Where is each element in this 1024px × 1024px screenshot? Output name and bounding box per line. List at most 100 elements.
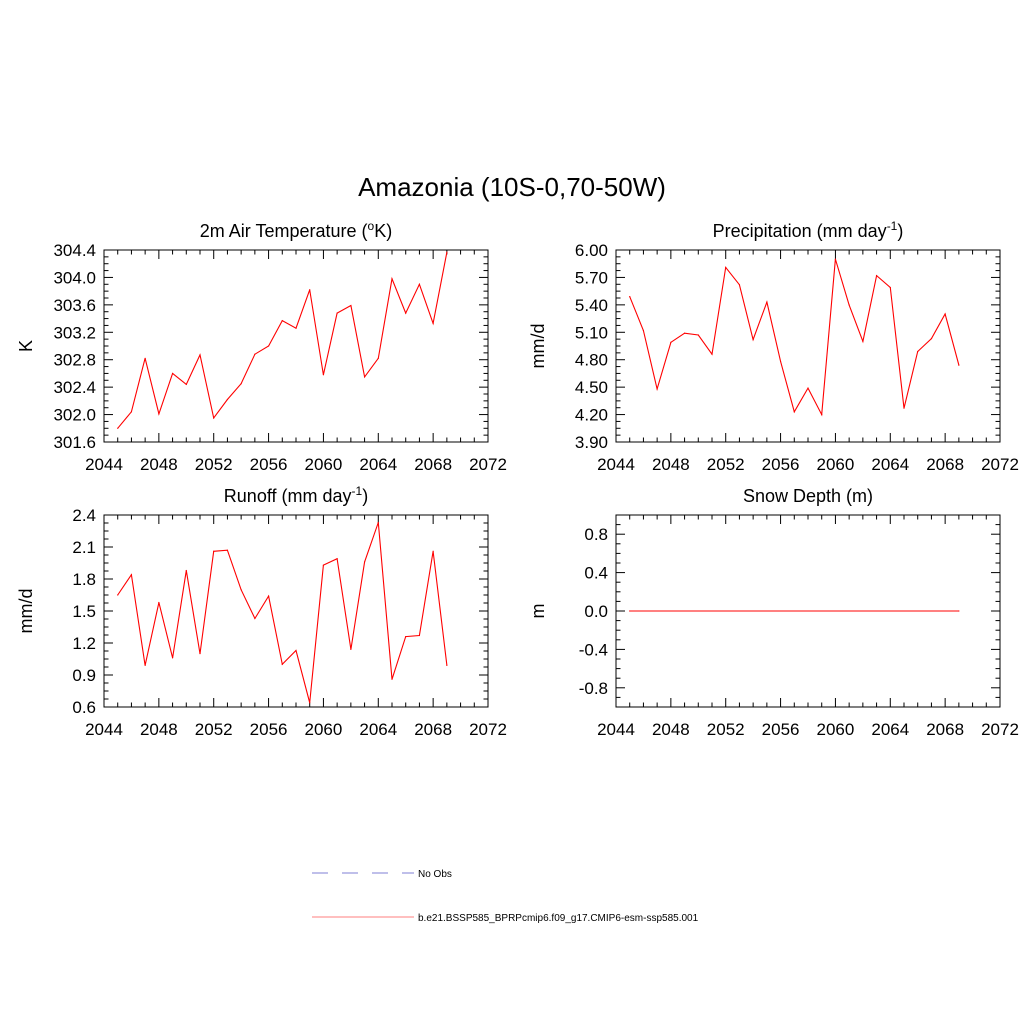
data-point [309, 289, 311, 291]
data-point [432, 322, 434, 324]
y-tick-label: 4.50 [575, 378, 608, 397]
data-point [226, 549, 229, 551]
data-point [697, 334, 699, 336]
panel-title-suffix: ) [362, 486, 368, 506]
y-tick-label: 6.00 [575, 241, 608, 260]
data-point [862, 340, 864, 343]
y-tick-label: 5.10 [575, 323, 608, 342]
panel-3: Runoff (mm day-1) mm/d 2044 2048 2052 2056 206… [16, 484, 507, 739]
data-point [930, 338, 933, 340]
series-line [117, 522, 448, 703]
x-tick-label: 2044 [85, 720, 123, 739]
data-point [834, 258, 837, 260]
x-tick-label: 2048 [140, 720, 178, 739]
plot-frame [103, 249, 489, 443]
panel-title: Snow Depth (m) [743, 486, 873, 506]
data-point [336, 558, 338, 560]
x-tick-label: 2064 [871, 455, 909, 474]
data-point [889, 286, 891, 289]
data-point [821, 413, 823, 416]
data-point [199, 653, 201, 655]
data-point [240, 589, 242, 591]
data-point [958, 364, 960, 366]
plot-frame [103, 514, 489, 708]
data-point [213, 550, 215, 552]
data-point [738, 284, 741, 286]
panel-title-superscript: -1 [352, 484, 363, 498]
x-tick-label: 2044 [597, 455, 635, 474]
y-tick-label: 304.4 [53, 241, 96, 260]
data-point [958, 610, 960, 612]
y-tick-label: 302.4 [53, 378, 96, 397]
x-tick-label: 2060 [305, 455, 343, 474]
panel-title-suffix: ) [897, 221, 903, 241]
x-tick-label: 2048 [140, 455, 178, 474]
x-tick-label: 2056 [762, 455, 800, 474]
panel-title-superscript: o [368, 219, 375, 233]
data-point [725, 266, 727, 268]
panel-title: Precipitation (mm day-1) [713, 219, 904, 241]
data-point [254, 617, 256, 620]
panel-title: Runoff (mm day-1) [224, 484, 368, 506]
data-point [130, 411, 133, 413]
data-point [117, 427, 119, 429]
x-tick-label: 2056 [762, 720, 800, 739]
legend: No Obs b.e21.BSSP585_BPRPcmip6.f09_g17.CM… [312, 869, 699, 924]
data-point [350, 648, 352, 651]
x-tick-label: 2072 [981, 720, 1019, 739]
data-point [295, 649, 297, 652]
y-axis-label: mm/d [528, 324, 548, 369]
data-point [391, 278, 393, 280]
data-point [446, 664, 448, 667]
y-tick-label: 302.0 [53, 406, 96, 425]
data-point [158, 413, 160, 415]
panels-group: 2m Air Temperature (oK) K 2044 2048 2052 2056… [16, 219, 1019, 739]
x-tick-label: 2072 [469, 720, 507, 739]
legend-label: b.e21.BSSP585_BPRPcmip6.f09_g17.CMIP6-es… [418, 913, 699, 924]
y-tick-label: 5.40 [575, 296, 608, 315]
panel-title-text: Runoff (mm day [224, 486, 352, 506]
data-point [171, 657, 174, 659]
data-point [267, 595, 270, 597]
data-point [281, 320, 283, 322]
x-tick-label: 2048 [652, 455, 690, 474]
data-point [917, 350, 919, 353]
y-tick-label: 304.0 [53, 268, 96, 287]
plot-frame [615, 249, 1001, 443]
x-tick-label: 2044 [597, 720, 635, 739]
y-axis-label: m [528, 604, 548, 619]
data-point [807, 387, 809, 389]
data-point [405, 312, 407, 314]
data-point [875, 275, 878, 277]
data-point [350, 304, 352, 307]
panel-1: 2m Air Temperature (oK) K 2044 2048 2052 2056… [16, 219, 507, 474]
y-tick-label: -0.8 [579, 679, 608, 698]
data-point [267, 345, 270, 347]
data-point [432, 550, 434, 552]
data-point [944, 313, 946, 315]
data-point [446, 251, 448, 253]
x-tick-label: 2060 [817, 720, 855, 739]
panel-title-text: 2m Air Temperature ( [200, 221, 368, 241]
data-point [848, 304, 850, 306]
x-tick-label: 2068 [414, 720, 452, 739]
panel-title: 2m Air Temperature (oK) [200, 219, 392, 241]
data-point [295, 327, 297, 329]
x-tick-label: 2044 [85, 455, 123, 474]
data-point [656, 388, 658, 390]
data-point [418, 283, 421, 285]
data-point [144, 357, 146, 359]
y-tick-label: 2.4 [72, 506, 96, 525]
panel-title-superscript: -1 [887, 219, 898, 233]
data-point [309, 702, 311, 704]
data-point [405, 636, 407, 638]
data-point [377, 521, 379, 524]
x-tick-label: 2064 [871, 720, 909, 739]
data-point [363, 561, 366, 563]
data-point [226, 398, 229, 401]
x-tick-label: 2052 [195, 455, 233, 474]
y-tick-label: 1.5 [72, 602, 96, 621]
x-tick-label: 2072 [469, 455, 507, 474]
data-point [199, 354, 201, 356]
y-tick-label: 0.6 [72, 698, 96, 717]
